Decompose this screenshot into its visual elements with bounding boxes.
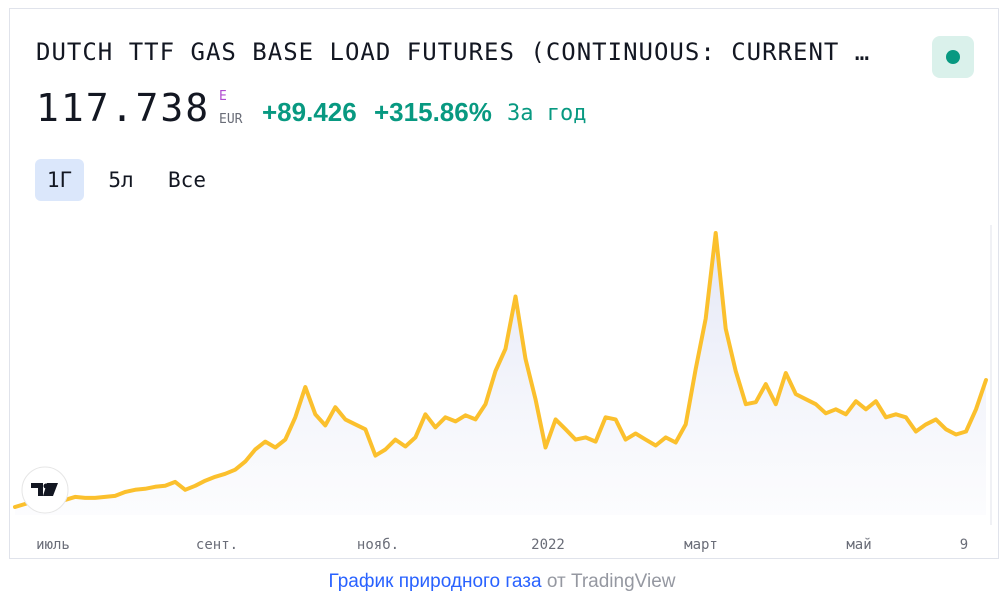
price: 117.738 [36,86,211,130]
area [15,233,986,515]
status-dot [946,50,960,64]
x-tick-label: 2022 [531,537,565,553]
tradingview-logo[interactable] [21,466,69,514]
symbol-title: DUTCH TTF GAS BASE LOAD FUTURES (CONTINU… [36,38,871,66]
price-line [13,231,988,509]
currency: EUR [219,112,243,127]
widget-card [9,8,999,559]
footer-link[interactable]: График природного газа [328,571,542,592]
status-button[interactable] [932,36,974,78]
range-button[interactable]: 5л [108,168,134,192]
x-tick-label: 9 [960,537,968,553]
range-button[interactable]: Все [168,168,206,192]
x-tick-label: нояб. [357,537,399,553]
x-tick-label: сент. [196,537,238,553]
range-button[interactable]: 1Г [35,159,84,201]
change-percent: +315.86% [374,97,492,127]
currency-mark: E [219,89,227,104]
period: За год [507,101,587,126]
footer: График природного газа от TradingView [0,571,1004,593]
x-tick-label: июль [36,537,70,553]
change: +89.426 [262,97,357,127]
footer-suffix: от TradingView [546,571,676,592]
x-tick-label: март [684,537,718,553]
x-tick-label: май [846,537,871,553]
